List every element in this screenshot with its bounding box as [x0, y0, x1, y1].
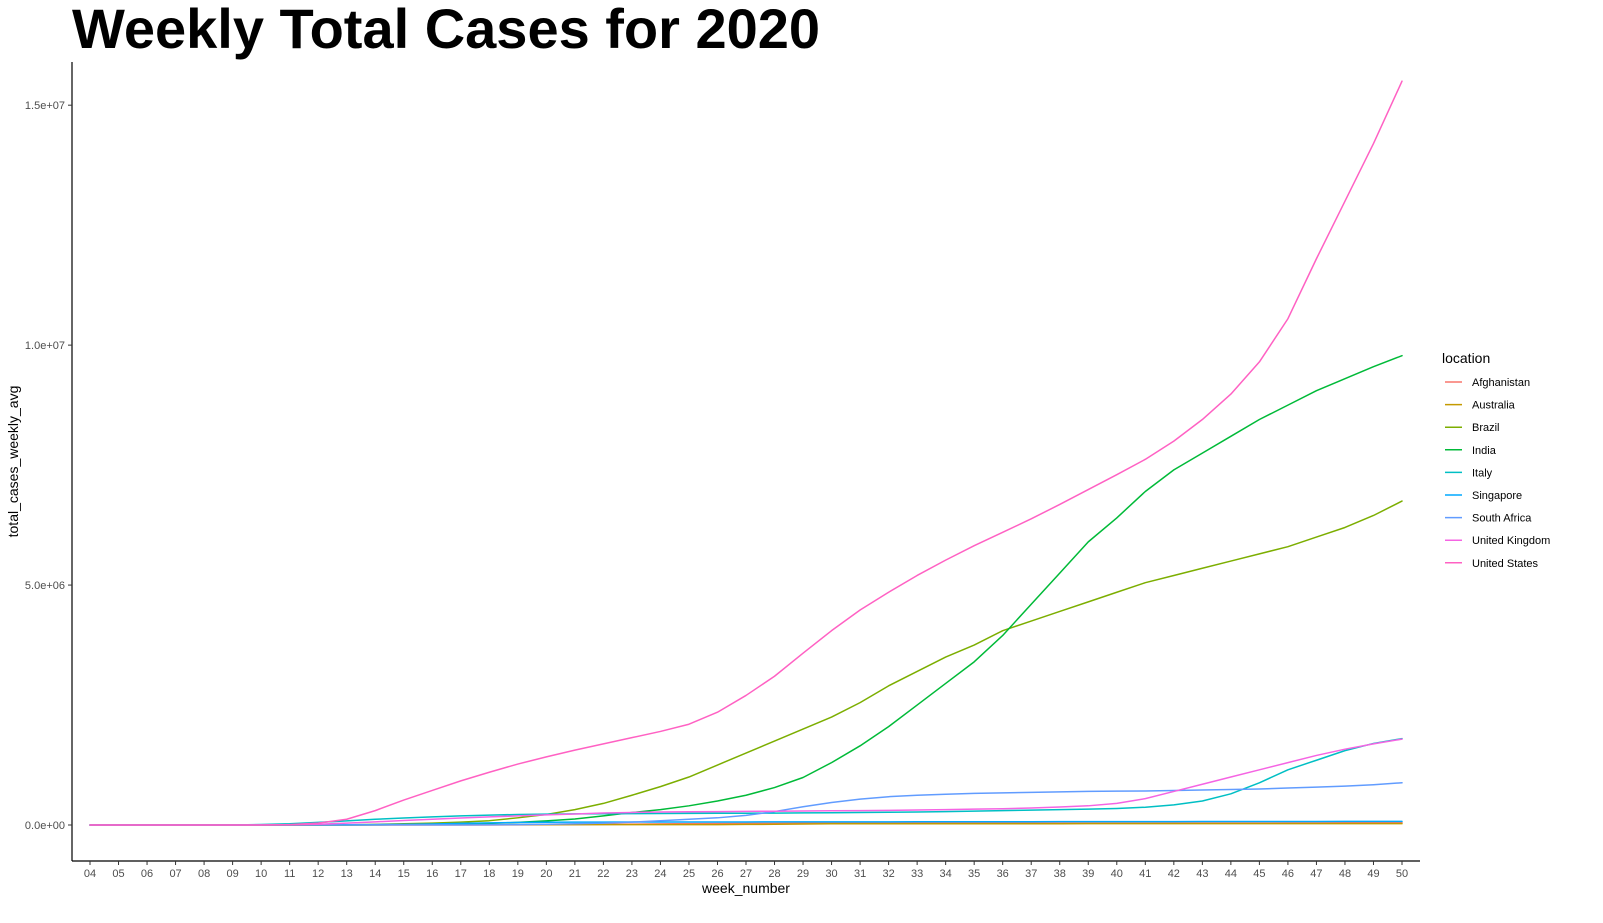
x-tick-label: 17	[455, 868, 467, 880]
x-tick-label: 24	[654, 868, 666, 880]
x-tick-label: 33	[911, 868, 923, 880]
x-tick-label: 46	[1282, 868, 1294, 880]
x-tick-label: 19	[512, 868, 524, 880]
x-tick-label: 07	[169, 868, 181, 880]
series-line-united-kingdom	[89, 738, 1403, 826]
x-tick-label: 10	[255, 868, 267, 880]
x-tick-label: 14	[369, 868, 381, 880]
legend-label-singapore: Singapore	[1472, 490, 1522, 502]
legend-label-afghanistan: Afghanistan	[1472, 377, 1530, 389]
x-tick-label: 30	[825, 868, 837, 880]
legend-label-south-africa: South Africa	[1472, 513, 1532, 525]
axes-layer: 0.0e+00 5.0e+06 1.0e+07 1.5e+07 04 05 06 07 08 09…	[5, 62, 1420, 896]
y-tick-label: 5.0e+06	[25, 580, 65, 592]
x-tick-label: 45	[1253, 868, 1265, 880]
x-tick-label: 06	[141, 868, 153, 880]
series-layer	[89, 80, 1403, 826]
x-tick-label: 11	[284, 868, 295, 880]
y-axis-title: total_cases_weekly_avg	[5, 386, 21, 538]
x-tick-label: 13	[341, 868, 353, 880]
x-tick-label: 25	[683, 868, 695, 880]
x-tick-label: 05	[112, 868, 124, 880]
x-tick-label: 28	[768, 868, 780, 880]
legend-label-united-states: United States	[1472, 558, 1539, 570]
x-tick-label: 35	[968, 868, 980, 880]
x-tick-label: 22	[597, 868, 609, 880]
x-tick-label: 49	[1367, 868, 1379, 880]
legend-title: location	[1442, 350, 1490, 366]
x-tick-label: 09	[226, 868, 238, 880]
x-tick-label: 38	[1054, 868, 1066, 880]
x-tick-label: 39	[1082, 868, 1094, 880]
x-tick-label: 08	[198, 868, 210, 880]
x-tick-label: 32	[882, 868, 894, 880]
x-tick-label: 21	[569, 868, 581, 880]
x-tick-label: 26	[711, 868, 723, 880]
x-tick-label: 23	[626, 868, 638, 880]
series-line-south-africa	[89, 782, 1403, 826]
x-tick-label: 36	[997, 868, 1009, 880]
legend-label-italy: Italy	[1472, 467, 1493, 479]
legend-label-united-kingdom: United Kingdom	[1472, 535, 1550, 547]
legend-label-brazil: Brazil	[1472, 422, 1500, 434]
x-tick-label: 31	[854, 868, 866, 880]
legend: location Afghanistan Australia Brazil India I…	[1442, 350, 1550, 570]
x-tick-label: 42	[1168, 868, 1180, 880]
x-tick-label: 40	[1111, 868, 1123, 880]
x-tick-label: 50	[1396, 868, 1408, 880]
legend-label-india: India	[1472, 445, 1497, 457]
x-tick-label: 34	[940, 868, 952, 880]
x-tick-label: 43	[1196, 868, 1208, 880]
y-tick-label: 1.5e+07	[25, 100, 65, 112]
series-line-united-states	[89, 80, 1403, 826]
x-tick-label: 48	[1339, 868, 1351, 880]
x-tick-label: 15	[398, 868, 410, 880]
x-tick-label: 37	[1025, 868, 1037, 880]
x-tick-label: 41	[1139, 868, 1151, 880]
x-tick-label: 18	[483, 868, 495, 880]
x-tick-label: 16	[426, 868, 438, 880]
series-line-italy	[89, 737, 1403, 826]
legend-label-australia: Australia	[1472, 400, 1516, 412]
series-line-brazil	[89, 500, 1403, 826]
x-tick-label: 44	[1225, 868, 1237, 880]
x-tick-label: 04	[84, 868, 96, 880]
x-tick-label: 47	[1310, 868, 1322, 880]
x-tick-label: 12	[312, 868, 324, 880]
x-tick-label: 27	[740, 868, 752, 880]
y-tick-label: 0.0e+00	[25, 820, 65, 832]
y-tick-label: 1.0e+07	[25, 340, 65, 352]
x-tick-label: 29	[797, 868, 809, 880]
x-axis-title: week_number	[701, 880, 790, 896]
chart-title: Weekly Total Cases for 2020	[72, 0, 821, 60]
series-line-india	[89, 354, 1403, 826]
x-tick-label: 20	[540, 868, 552, 880]
